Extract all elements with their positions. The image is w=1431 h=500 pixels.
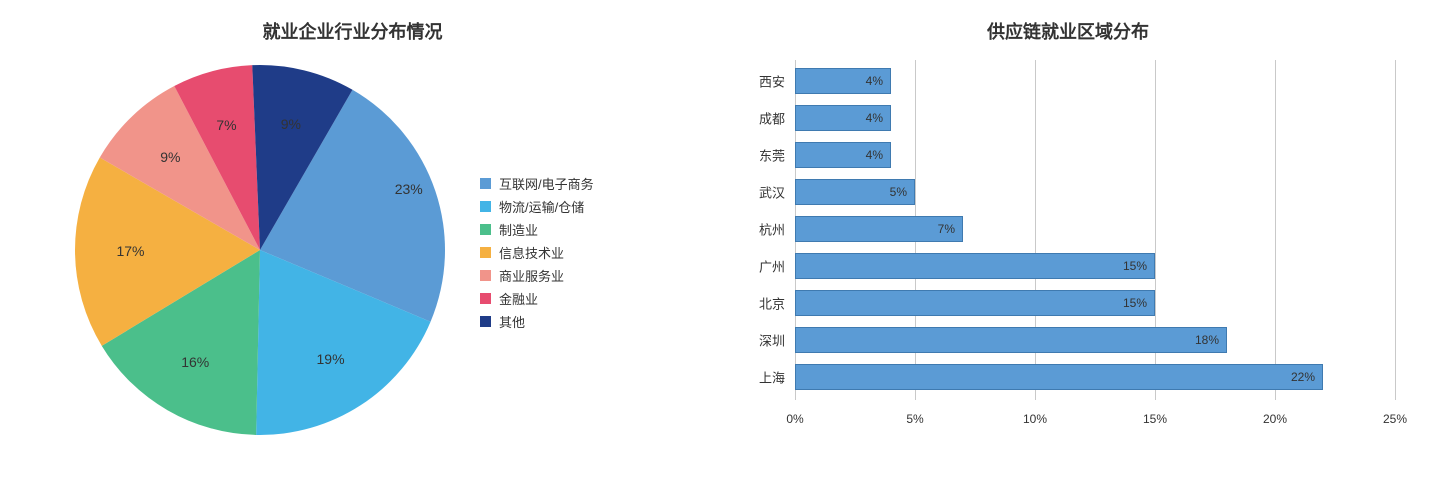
bar-category-label: 西安 (759, 72, 795, 91)
bar-row: 东莞4% (795, 142, 1395, 168)
bar-category-label: 武汉 (759, 183, 795, 202)
bar-category-label: 广州 (759, 257, 795, 276)
pie-panel: 就业企业行业分布情况 23% 19% 16% 17% 9% 7% 9% 互联网/电子商务物流… (0, 0, 705, 500)
bar-value-label: 7% (938, 222, 955, 236)
legend-swatch (480, 270, 491, 281)
bar-value-label: 4% (866, 111, 883, 125)
grid-line (1395, 60, 1396, 400)
pie-slice-label: 17% (116, 243, 144, 259)
pie-slice-label: 16% (181, 354, 209, 370)
legend-item: 互联网/电子商务 (480, 174, 594, 193)
legend-item: 金融业 (480, 289, 594, 308)
legend-label: 互联网/电子商务 (499, 174, 594, 193)
bar-value-label: 15% (1123, 296, 1147, 310)
legend-swatch (480, 293, 491, 304)
bar-row: 深圳18% (795, 327, 1395, 353)
pie-chart: 23% 19% 16% 17% 9% 7% 9% (70, 60, 450, 440)
bar-category-label: 成都 (759, 109, 795, 128)
page: 就业企业行业分布情况 23% 19% 16% 17% 9% 7% 9% 互联网/电子商务物流… (0, 0, 1431, 500)
pie-slice-label: 23% (395, 181, 423, 197)
bar-category-label: 东莞 (759, 146, 795, 165)
x-tick-label: 5% (906, 412, 923, 426)
bar-value-label: 15% (1123, 259, 1147, 273)
legend-label: 商业服务业 (499, 266, 564, 285)
legend-item: 物流/运输/仓储 (480, 197, 594, 216)
bar-value-label: 5% (890, 185, 907, 199)
bar-category-label: 上海 (759, 368, 795, 387)
legend-item: 其他 (480, 312, 594, 331)
x-tick-label: 25% (1383, 412, 1407, 426)
bar-value-label: 22% (1291, 370, 1315, 384)
bar-category-label: 北京 (759, 294, 795, 313)
legend-swatch (480, 201, 491, 212)
bar-row: 杭州7% (795, 216, 1395, 242)
bar-row: 成都4% (795, 105, 1395, 131)
legend-label: 其他 (499, 312, 525, 331)
x-tick-label: 15% (1143, 412, 1167, 426)
legend-label: 制造业 (499, 220, 538, 239)
legend-swatch (480, 224, 491, 235)
pie-slice-label: 7% (216, 117, 236, 133)
bar-rect (795, 364, 1323, 390)
bar-chart: 0%5%10%15%20%25%西安4%成都4%东莞4%武汉5%杭州7%广州15… (795, 60, 1395, 440)
x-tick-label: 0% (786, 412, 803, 426)
bar-panel: 供应链就业区域分布 0%5%10%15%20%25%西安4%成都4%东莞4%武汉… (705, 0, 1431, 500)
bar-value-label: 4% (866, 74, 883, 88)
pie-slice-label: 9% (160, 149, 180, 165)
bar-value-label: 4% (866, 148, 883, 162)
bar-rect (795, 327, 1227, 353)
pie-slice-label: 19% (317, 351, 345, 367)
pie-slice-label: 9% (281, 116, 301, 132)
bar-value-label: 18% (1195, 333, 1219, 347)
x-tick-label: 20% (1263, 412, 1287, 426)
pie-labels: 23% 19% 16% 17% 9% 7% 9% (70, 60, 450, 440)
legend-label: 物流/运输/仓储 (499, 197, 584, 216)
bar-rect (795, 290, 1155, 316)
pie-legend: 互联网/电子商务物流/运输/仓储制造业信息技术业商业服务业金融业其他 (480, 170, 594, 335)
bar-row: 武汉5% (795, 179, 1395, 205)
legend-item: 商业服务业 (480, 266, 594, 285)
legend-swatch (480, 247, 491, 258)
pie-title: 就业企业行业分布情况 (0, 18, 705, 44)
bar-row: 北京15% (795, 290, 1395, 316)
bar-row: 上海22% (795, 364, 1395, 390)
bar-row: 广州15% (795, 253, 1395, 279)
legend-label: 金融业 (499, 289, 538, 308)
bar-title: 供应链就业区域分布 (705, 18, 1431, 44)
bar-category-label: 杭州 (759, 220, 795, 239)
legend-swatch (480, 178, 491, 189)
x-tick-label: 10% (1023, 412, 1047, 426)
bar-row: 西安4% (795, 68, 1395, 94)
legend-item: 信息技术业 (480, 243, 594, 262)
legend-label: 信息技术业 (499, 243, 564, 262)
legend-item: 制造业 (480, 220, 594, 239)
bar-rect (795, 253, 1155, 279)
bar-category-label: 深圳 (759, 331, 795, 350)
legend-swatch (480, 316, 491, 327)
